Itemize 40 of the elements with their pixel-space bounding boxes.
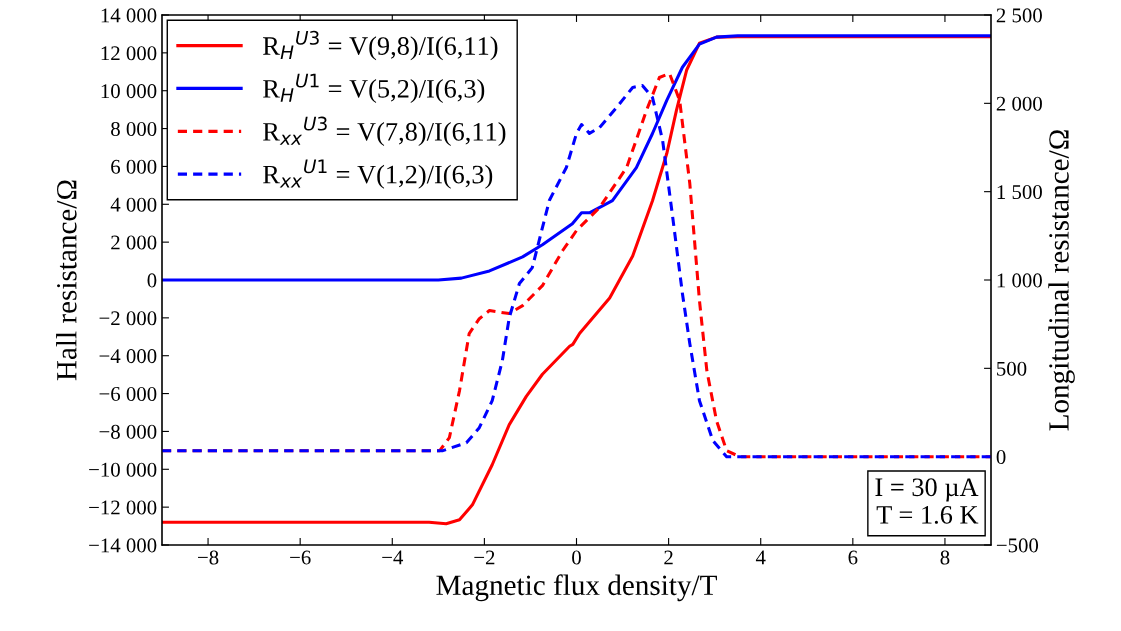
y2-tick-label: 1 500 bbox=[997, 185, 1042, 200]
x-tick-label: 6 bbox=[848, 550, 858, 565]
x-tick-label: −6 bbox=[290, 550, 311, 565]
x-tick-label: −8 bbox=[198, 550, 219, 565]
legend-label: R$_{xx}$$^{U1}$ = V(1,2)/I(6,3) bbox=[263, 159, 493, 189]
annotation: T = 1.6 K bbox=[876, 506, 979, 524]
legend-label: R$_{H}$$^{U3}$ = V(9,8)/I(6,11) bbox=[263, 30, 498, 61]
x-tick-label: 8 bbox=[940, 550, 950, 565]
y-tick-label: −10 000 bbox=[89, 462, 157, 477]
y2-tick-label: 2 000 bbox=[996, 96, 1042, 111]
y-tick-label: 0 bbox=[147, 273, 157, 288]
y-tick-label: 4 000 bbox=[110, 197, 157, 212]
y-axis-title: Hall resistance/Ω bbox=[56, 180, 77, 381]
y2-tick-label: 0 bbox=[996, 450, 1006, 465]
x-tick-label: 2 bbox=[664, 550, 673, 565]
y2-tick-label: 2 500 bbox=[996, 8, 1042, 23]
y2-tick-label: −500 bbox=[996, 538, 1039, 553]
legend-label: R$_{H}$$^{U1}$ = V(5,2)/I(6,3) bbox=[263, 73, 485, 104]
x-tick-label: −4 bbox=[382, 550, 404, 565]
y-tick-label: −12 000 bbox=[89, 500, 157, 515]
y-tick-label: −6 000 bbox=[99, 386, 157, 401]
x-tick-label: −2 bbox=[474, 550, 495, 565]
annotation: I = 30 µA bbox=[875, 478, 979, 502]
legend-label: R$_{xx}$$^{U3}$ = V(7,8)/I(6,11) bbox=[263, 116, 506, 147]
y2-tick-label: 500 bbox=[997, 361, 1027, 376]
y-tick-label: 8 000 bbox=[111, 121, 157, 136]
y-tick-label: −8 000 bbox=[99, 424, 157, 439]
y-tick-label: 6 000 bbox=[111, 159, 157, 174]
x-tick-label: 4 bbox=[755, 550, 766, 565]
y-tick-label: −14 000 bbox=[89, 538, 157, 553]
x-axis-title: Magnetic flux density/T bbox=[436, 574, 717, 602]
y-tick-label: 10 000 bbox=[101, 84, 157, 99]
y-tick-label: −2 000 bbox=[99, 311, 157, 326]
y-tick-label: −4 000 bbox=[99, 349, 157, 364]
y-tick-label: 14 000 bbox=[101, 8, 157, 23]
x-tick-label: 0 bbox=[572, 550, 581, 565]
y-tick-label: 2 000 bbox=[111, 235, 157, 250]
y2-axis-title: Longitudinal resistance/Ω bbox=[1048, 130, 1075, 431]
y2-tick-label: 1 000 bbox=[997, 273, 1042, 288]
y-tick-label: 12 000 bbox=[101, 46, 157, 61]
